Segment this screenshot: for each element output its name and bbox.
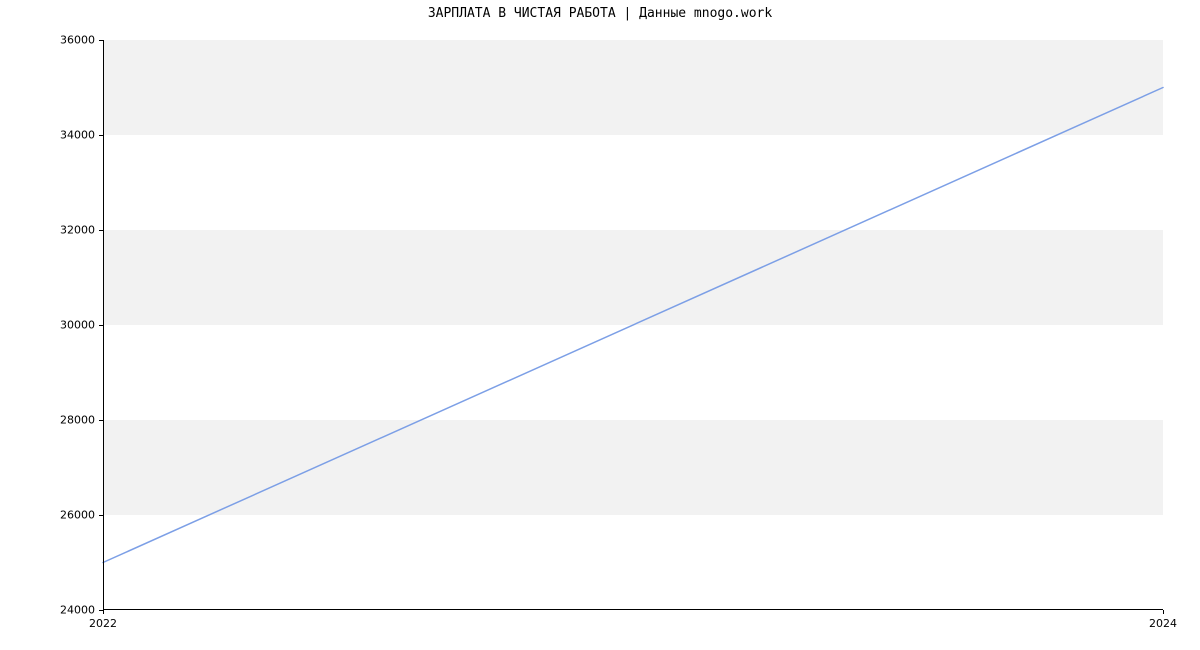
y-tick-mark — [99, 230, 103, 231]
y-tick-mark — [99, 515, 103, 516]
y-tick-mark — [99, 420, 103, 421]
y-tick-label: 36000 — [35, 34, 95, 47]
y-tick-label: 34000 — [35, 129, 95, 142]
chart-title: ЗАРПЛАТА В ЧИСТАЯ РАБОТА | Данные mnogo.… — [0, 6, 1200, 21]
chart-container: ЗАРПЛАТА В ЧИСТАЯ РАБОТА | Данные mnogo.… — [0, 0, 1200, 650]
x-tick-label: 2022 — [89, 617, 117, 630]
x-tick-mark — [103, 610, 104, 614]
y-tick-label: 24000 — [35, 604, 95, 617]
x-tick-label: 2024 — [1149, 617, 1177, 630]
plot-area: 2400026000280003000032000340003600020222… — [103, 40, 1163, 610]
x-axis-line — [103, 609, 1163, 610]
y-axis-line — [103, 40, 104, 610]
y-tick-mark — [99, 40, 103, 41]
line-layer — [103, 40, 1163, 610]
y-tick-label: 28000 — [35, 414, 95, 427]
y-tick-label: 32000 — [35, 224, 95, 237]
x-tick-mark — [1163, 610, 1164, 614]
y-tick-label: 30000 — [35, 319, 95, 332]
y-tick-mark — [99, 325, 103, 326]
series-salary — [103, 88, 1163, 563]
y-tick-label: 26000 — [35, 509, 95, 522]
y-tick-mark — [99, 135, 103, 136]
